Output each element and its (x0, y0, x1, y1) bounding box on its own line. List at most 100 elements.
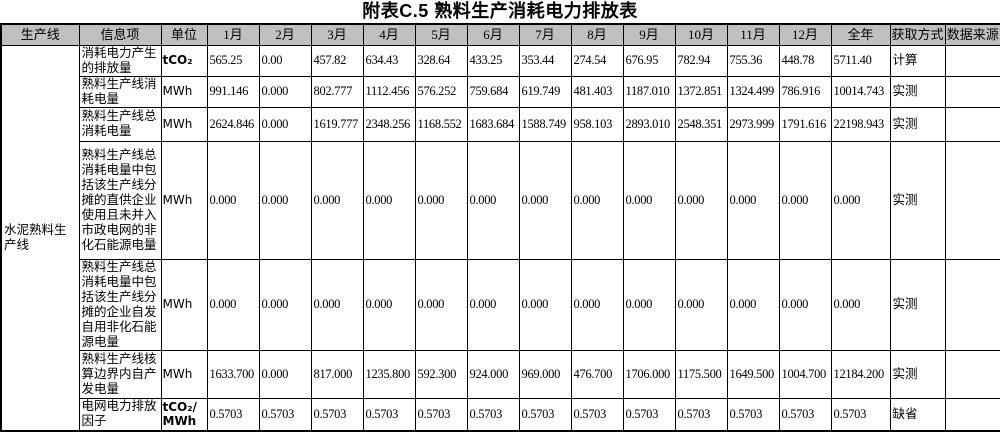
month-value-cell: 0.5703 (518, 397, 572, 432)
month-value-cell: 1372.851 (674, 75, 728, 108)
month-value-cell: 0.5703 (362, 397, 416, 432)
month-value-cell: 448.78 (778, 44, 832, 77)
item-cell: 熟料生产线总消耗电量中包括该生产线分摊的直供企业使用且未并入市政电网的非化石能源… (78, 140, 162, 260)
month-value-cell: 0.000 (518, 258, 572, 351)
table-row: 熟料生产线核算边界内自产发电量 MWh 1633.700 0.000 817.000 12… (1, 349, 1000, 399)
header-cell: 6月 (466, 23, 520, 46)
header-cell: 7月 (518, 23, 572, 46)
header-cell: 10月 (674, 23, 728, 46)
month-value-cell: 2973.999 (726, 106, 780, 142)
month-value-cell: 802.777 (310, 75, 364, 108)
month-value-cell: 786.916 (778, 75, 832, 108)
month-value-cell: 0.000 (310, 140, 364, 260)
month-value-cell: 0.000 (414, 258, 468, 351)
acquisition-method-cell: 缺省 (889, 397, 946, 432)
month-value-cell: 1633.700 (206, 349, 260, 399)
unit-cell: MWh (160, 75, 208, 108)
month-value-cell: 0.5703 (570, 397, 624, 432)
header-cell: 9月 (622, 23, 676, 46)
annual-total-cell: 12184.200 (830, 349, 891, 399)
acquisition-method-cell: 实测 (889, 140, 946, 260)
month-value-cell: 0.5703 (674, 397, 728, 432)
unit-cell: MWh (160, 349, 208, 399)
month-value-cell: 0.000 (622, 258, 676, 351)
month-value-cell: 0.000 (258, 75, 312, 108)
month-value-cell: 2624.846 (206, 106, 260, 142)
header-cell: 2月 (258, 23, 312, 46)
month-value-cell: 274.54 (570, 44, 624, 77)
month-value-cell: 0.000 (310, 258, 364, 351)
item-cell: 电网电力排放因子 (78, 397, 162, 432)
month-value-cell: 0.5703 (622, 397, 676, 432)
month-value-cell: 0.5703 (726, 397, 780, 432)
data-source-cell (944, 140, 1000, 260)
month-value-cell: 1324.499 (726, 75, 780, 108)
unit-cell: MWh (160, 140, 208, 260)
data-source-cell (944, 349, 1000, 399)
month-value-cell: 759.684 (466, 75, 520, 108)
annual-total-cell: 0.5703 (830, 397, 891, 432)
month-value-cell: 1649.500 (726, 349, 780, 399)
unit-cell: tCO₂ (160, 44, 208, 77)
data-source-cell (944, 106, 1000, 142)
table-row: 熟料生产线消耗电量 MWh 991.146 0.000 802.777 1112.456 5… (1, 75, 1000, 108)
month-value-cell: 0.5703 (310, 397, 364, 432)
header-cell: 获取方式 (889, 23, 946, 46)
header-cell: 11月 (726, 23, 780, 46)
month-value-cell: 0.000 (258, 140, 312, 260)
table-row: 水泥熟料生产线 消耗电力产生的排放量 tCO₂ 565.25 0.00 457.82 634… (0, 44, 1000, 432)
table-row: 电网电力排放因子 tCO₂/MWh 0.5703 0.5703 0.5703 0.5703… (1, 397, 1000, 432)
table-body: 水泥熟料生产线 消耗电力产生的排放量 tCO₂ 565.25 0.00 457.82 634… (0, 44, 1000, 432)
month-value-cell: 1588.749 (518, 106, 572, 142)
month-value-cell: 576.252 (414, 75, 468, 108)
month-value-cell: 958.103 (570, 106, 624, 142)
annual-total-cell: 10014.743 (830, 75, 891, 108)
table-row: 熟料生产线总消耗电量中包括该生产线分摊的直供企业使用且未并入市政电网的非化石能源… (1, 140, 1000, 260)
month-value-cell: 1175.500 (674, 349, 728, 399)
month-value-cell: 0.000 (466, 140, 520, 260)
month-value-cell: 2548.351 (674, 106, 728, 142)
header-cell: 8月 (570, 23, 624, 46)
production-line-cell: 水泥熟料生产线 (0, 44, 80, 432)
month-value-cell: 0.5703 (258, 397, 312, 432)
month-value-cell: 0.00 (258, 44, 312, 77)
acquisition-method-cell: 实测 (889, 75, 946, 108)
data-source-cell (944, 75, 1000, 108)
month-value-cell: 0.000 (726, 258, 780, 351)
header-cell: 生产线 (0, 23, 80, 46)
acquisition-method-cell: 实测 (889, 349, 946, 399)
month-value-cell: 1683.684 (466, 106, 520, 142)
page-title: 附表C.5 熟料生产消耗电力排放表 (362, 1, 638, 21)
unit-cell: MWh (160, 106, 208, 142)
acquisition-method-cell: 计算 (889, 44, 946, 77)
month-value-cell: 676.95 (622, 44, 676, 77)
month-value-cell: 565.25 (206, 44, 260, 77)
header-cell: 4月 (362, 23, 416, 46)
month-value-cell: 2893.010 (622, 106, 676, 142)
month-value-cell: 0.5703 (778, 397, 832, 432)
table-row: 熟料生产线总消耗电量中包括该生产线分摊的企业自发自用非化石能源电量 MWh 0.00… (1, 258, 1000, 351)
data-source-cell (944, 397, 1000, 432)
month-value-cell: 634.43 (362, 44, 416, 77)
month-value-cell: 755.36 (726, 44, 780, 77)
month-value-cell: 0.000 (414, 140, 468, 260)
month-value-cell: 0.000 (778, 258, 832, 351)
acquisition-method-cell: 实测 (889, 106, 946, 142)
month-value-cell: 817.000 (310, 349, 364, 399)
unit-cell: tCO₂/MWh (160, 397, 208, 432)
month-value-cell: 0.000 (258, 258, 312, 351)
month-value-cell: 433.25 (466, 44, 520, 77)
month-value-cell: 0.000 (258, 349, 312, 399)
month-value-cell: 782.94 (674, 44, 728, 77)
header-row: 生产线 信息项 单位 1月 2月 3月 4月 5月 6月 7月 8月 9月 10月 11月 12月 全年 获取方… (0, 23, 1000, 46)
month-value-cell: 0.000 (362, 140, 416, 260)
month-value-cell: 0.000 (622, 140, 676, 260)
month-value-cell: 0.000 (206, 258, 260, 351)
month-value-cell: 457.82 (310, 44, 364, 77)
month-value-cell: 1791.616 (778, 106, 832, 142)
header-cell: 全年 (830, 23, 891, 46)
month-value-cell: 0.5703 (414, 397, 468, 432)
annual-total-cell: 0.000 (830, 140, 891, 260)
annual-total-cell: 22198.943 (830, 106, 891, 142)
month-value-cell: 1235.800 (362, 349, 416, 399)
